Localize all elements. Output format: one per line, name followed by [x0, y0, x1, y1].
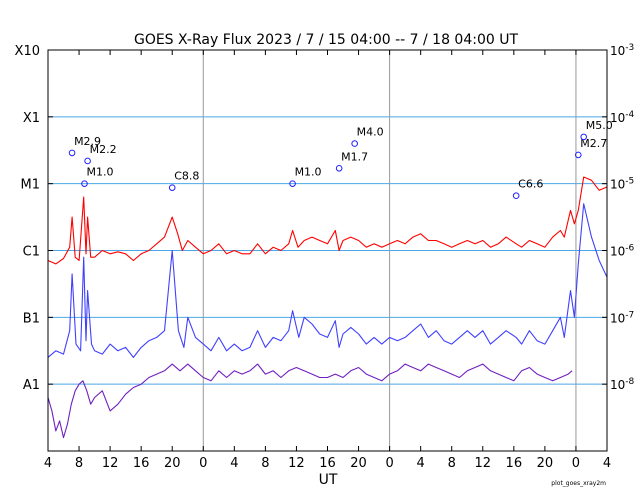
x-tick-label-11: 0 — [385, 456, 393, 471]
series-layer — [47, 176, 608, 439]
x-tick-label-12: 4 — [417, 456, 425, 471]
left-axis-class-labels: A1 B1 C1 M1 X1 X10 — [15, 44, 53, 393]
flare-marker-6 — [351, 140, 358, 147]
class-label-0: A1 — [23, 378, 40, 393]
series-line-2 — [47, 363, 573, 439]
flare-marker-8 — [574, 151, 582, 159]
x-tick-label-15: 16 — [506, 456, 523, 471]
flare-marker-3 — [168, 184, 176, 191]
x-tick-label-4: 20 — [164, 456, 181, 471]
flare-marker-7 — [512, 192, 520, 199]
flare-label-8: M2.7 — [580, 137, 607, 150]
x-tick-label-9: 16 — [319, 456, 336, 471]
x-tick-label-7: 8 — [261, 456, 269, 471]
x-tick-label-10: 20 — [350, 456, 367, 471]
x-tick-label-8: 12 — [288, 456, 305, 471]
x-tick-label-3: 16 — [133, 456, 150, 471]
right-axis-flux-labels: 10-3 10-4 10-5 10-6 10-7 10-8 — [602, 43, 635, 392]
x-tick-label-18: 4 — [603, 456, 611, 471]
x-tick-label-16: 20 — [537, 456, 554, 471]
class-label-2: C1 — [23, 245, 40, 260]
flux-label-4: 10-7 — [610, 310, 634, 325]
flare-marker-4 — [289, 180, 296, 187]
flare-label-4: M1.0 — [295, 166, 322, 179]
flare-layer: M2.9M2.2 M1.0 C8.8 M1.0 M1.7 M4.0 C6.6 M2.7 M5.0 — [68, 119, 613, 199]
flare-label-1: M2.2 — [90, 143, 117, 156]
x-tick-label-1: 8 — [75, 456, 83, 471]
flare-label-7: C6.6 — [518, 178, 543, 191]
class-label-4: X1 — [23, 111, 40, 126]
flare-marker-2 — [81, 180, 88, 187]
x-tick-label-0: 4 — [44, 456, 52, 471]
flare-label-2: M1.0 — [86, 166, 113, 179]
series-line-0 — [47, 176, 608, 265]
flare-marker-5 — [335, 164, 343, 172]
class-label-1: B1 — [23, 311, 40, 326]
flare-label-3: C8.8 — [174, 170, 199, 183]
flare-label-9: M5.0 — [586, 119, 613, 132]
flux-label-5: 10-8 — [610, 377, 635, 392]
class-label-3: M1 — [21, 178, 41, 193]
x-axis-title: UT — [319, 472, 338, 488]
chart-title: GOES X-Ray Flux 2023 / 7 / 15 04:00 -- 7… — [134, 32, 518, 48]
flare-marker-0 — [68, 149, 76, 157]
x-tick-label-14: 12 — [475, 456, 492, 471]
flare-label-5: M1.7 — [341, 150, 368, 163]
flare-label-0: M2.9 — [74, 135, 101, 148]
x-tick-label-17: 0 — [572, 456, 580, 471]
footer-label: plot_goes_xray2m — [551, 480, 606, 487]
flux-label-3: 10-6 — [610, 244, 635, 259]
flux-label-1: 10-4 — [610, 110, 635, 125]
flare-label-6: M4.0 — [357, 126, 384, 139]
x-tick-label-13: 8 — [448, 456, 456, 471]
series-line-1 — [47, 203, 608, 358]
x-tick-label-2: 12 — [102, 456, 119, 471]
flare-marker-1 — [84, 157, 91, 165]
flare-marker-9 — [580, 133, 588, 141]
flux-label-0: 10-3 — [610, 43, 634, 58]
x-tick-label-5: 0 — [199, 456, 207, 471]
flux-label-2: 10-5 — [610, 177, 634, 192]
class-label-5: X10 — [15, 44, 40, 59]
x-tick-label-6: 4 — [230, 456, 238, 471]
grid-layer — [48, 49, 607, 451]
x-axis: 4 8 12 16 20 0 4 8 12 16 20 0 4 8 12 16 20 0 4 — [44, 50, 611, 471]
